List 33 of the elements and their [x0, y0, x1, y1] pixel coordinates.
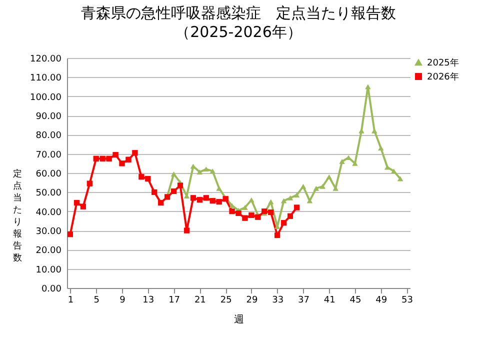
y-tick-label: 50.00: [36, 188, 62, 199]
x-tick-label: 45: [350, 296, 362, 306]
x-tick-label: 49: [376, 296, 388, 306]
y-tick-label: 90.00: [36, 112, 62, 122]
x-tick-label: 53: [402, 296, 413, 306]
y-tick-label: 80.00: [36, 131, 62, 142]
x-tick-label: 21: [194, 296, 206, 306]
x-tick-label: 5: [94, 296, 100, 306]
x-tick-label: 1: [68, 296, 74, 306]
x-tick-label: 29: [246, 296, 258, 306]
y-tick-label: 0.00: [41, 284, 62, 294]
x-tick-label: 41: [324, 296, 336, 306]
chart-subtitle: （2025-2026年）: [175, 23, 302, 41]
y-tick-label: 70.00: [36, 150, 62, 160]
y-tick-label: 60.00: [36, 170, 62, 180]
y-tick-label: 120.00: [30, 54, 62, 64]
legend-label: 2025年: [427, 58, 459, 68]
x-tick-label: 13: [142, 296, 154, 306]
legend-label: 2026年: [427, 72, 459, 82]
x-tick-label: 17: [168, 296, 180, 306]
chart-title: 青森県の急性呼吸器感染症 定点当たり報告数: [81, 4, 396, 22]
x-axis-title: 週: [234, 314, 244, 326]
y-tick-label: 30.00: [36, 227, 62, 237]
y-tick-label: 40.00: [36, 208, 62, 218]
y-tick-label: 110.00: [30, 74, 62, 84]
x-tick-label: 25: [220, 296, 232, 306]
y-tick-label: 100.00: [30, 92, 62, 103]
x-tick-label: 37: [298, 296, 310, 306]
y-tick-label: 10.00: [36, 265, 62, 276]
y-tick-label: 20.00: [36, 246, 62, 256]
x-tick-label: 33: [272, 296, 284, 306]
y-axis-title: 定点当たり報告数: [13, 168, 22, 264]
x-tick-label: 9: [120, 296, 126, 306]
